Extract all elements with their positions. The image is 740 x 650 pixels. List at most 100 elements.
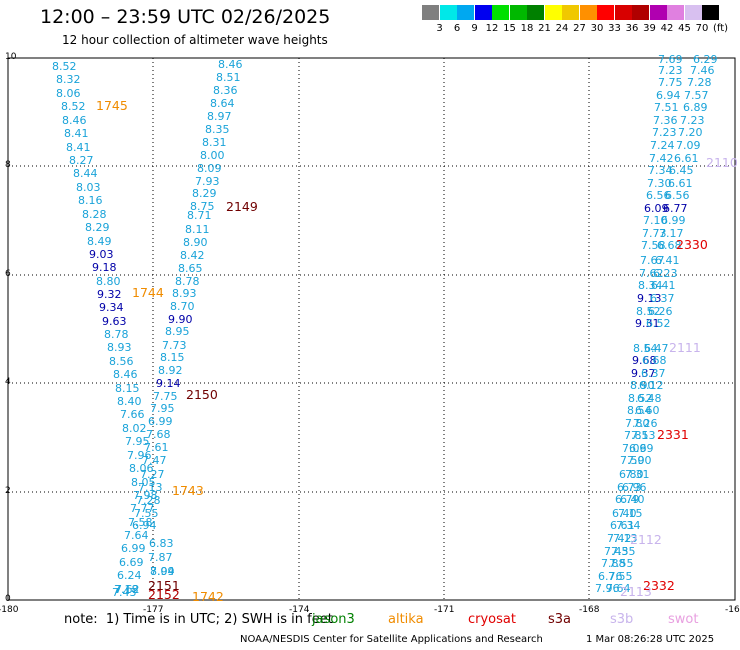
wave-height-value: 8.54 (633, 342, 658, 355)
wave-height-value: 6.41 (655, 254, 680, 267)
wave-height-value: 6.40 (620, 493, 645, 506)
wave-height-value: 7.20 (678, 126, 703, 139)
wave-height-value: 8.40 (117, 395, 142, 408)
wave-height-value: 7.61 (144, 441, 169, 454)
wave-height-value: 8.56 (109, 355, 134, 368)
wave-height-value: 8.52 (628, 392, 653, 405)
legend-swot: swot (668, 612, 699, 627)
wave-height-value: 7.06 (622, 442, 647, 455)
wave-height-value: 6.61 (610, 519, 635, 532)
y-tick-label: 0 (5, 594, 11, 604)
wave-height-value: 7.36 (653, 114, 678, 127)
wave-height-value: 7.62 (639, 267, 664, 280)
wave-height-value: 8.05 (131, 476, 156, 489)
wave-height-value: 8.70 (170, 300, 195, 313)
wave-height-value: 8.95 (165, 325, 190, 338)
x-tick-label: -171 (434, 605, 454, 615)
wave-height-value: 7.77 (130, 502, 155, 515)
wave-height-value: 7.80 (625, 417, 650, 430)
color-scale-unit: (ft) (712, 23, 729, 34)
wave-height-value: 8.46 (113, 368, 138, 381)
wave-height-value: 6.52 (646, 317, 671, 330)
wave-height-value: 7.42 (649, 152, 674, 165)
wave-height-value: 7.31 (625, 468, 650, 481)
wave-height-value: 6.12 (639, 379, 664, 392)
wave-height-value: 7.47 (142, 454, 167, 467)
wave-height-value: 8.71 (187, 209, 212, 222)
wave-height-value: 6.24 (117, 569, 142, 582)
wave-height-value: 8.11 (185, 223, 210, 236)
legend-s3a: s3a (548, 612, 572, 627)
wave-height-value: 8.54 (627, 404, 652, 417)
pass-label: 1743 (172, 483, 204, 498)
wave-height-value: 7.34 (648, 164, 673, 177)
x-tick-label: -180 (0, 605, 19, 615)
wave-height-value: 7.45 (604, 545, 629, 558)
wave-height-value: 6.76 (598, 570, 623, 583)
wave-height-value: 8.06 (56, 87, 81, 100)
wave-height-value: 6.60 (635, 404, 660, 417)
wave-height-value: 8.09 (150, 565, 175, 578)
pass-label: 1742 (192, 589, 224, 604)
pass-label: 1744 (132, 285, 164, 300)
wave-height-value: 8.09 (197, 162, 222, 175)
pass-label: 2113 (620, 584, 652, 599)
wave-height-value: 6.56 (665, 189, 690, 202)
map-subtitle: 12 hour collection of altimeter wave hei… (62, 33, 328, 47)
wave-height-value: 7.24 (650, 139, 675, 152)
wave-height-value: 9.14 (156, 377, 181, 390)
color-scale-label: 39 (643, 23, 656, 34)
color-scale-swatch (702, 5, 719, 20)
color-scale-swatch (492, 5, 509, 20)
wave-height-value: 7.96 (595, 582, 620, 595)
wave-height-value: 8.03 (76, 181, 101, 194)
wave-height-value: 6.26 (648, 305, 673, 318)
wave-height-value: 6.69 (119, 556, 144, 569)
wave-height-value: 6.37 (641, 367, 666, 380)
wave-height-value: 8.52 (636, 305, 661, 318)
color-scale-label: 24 (555, 23, 569, 34)
wave-height-value: 7.46 (690, 64, 715, 77)
wave-height-value: 6.77 (663, 202, 688, 215)
wave-height-value: 8.80 (96, 275, 121, 288)
wave-height-value: 8.41 (64, 127, 89, 140)
wave-height-value: 9.13 (637, 292, 662, 305)
wave-height-value: 7.13 (631, 429, 656, 442)
wave-height-value: 8.16 (78, 194, 103, 207)
wave-height-value: 7.23 (658, 64, 683, 77)
wave-height-value: 7.85 (624, 429, 649, 442)
plot-frame (7, 57, 736, 601)
wave-height-value: 6.96 (622, 481, 647, 494)
wave-height-value: 6.94 (656, 89, 681, 102)
wave-height-value: 8.52 (52, 60, 77, 73)
wave-height-value: 7.34 (616, 519, 641, 532)
wave-height-value: 8.29 (192, 187, 217, 200)
wave-height-value: 6.79 (615, 493, 640, 506)
wave-height-value: 7.66 (120, 408, 145, 421)
y-tick-label: 10 (5, 52, 17, 62)
wave-height-value: 6.73 (617, 481, 642, 494)
wave-height-value: 7.23 (680, 114, 705, 127)
pass-label: 2151 (148, 578, 180, 593)
wave-height-value: 6.45 (669, 164, 694, 177)
wave-height-value: 7.68 (146, 428, 171, 441)
wave-height-value: 8.52 (61, 100, 86, 113)
wave-height-value: 7.98 (133, 489, 158, 502)
wave-height-value: 6.99 (148, 415, 173, 428)
wave-height-value: 9.31 (635, 317, 660, 330)
wave-height-value: 7.09 (676, 139, 701, 152)
wave-height-value: 7.51 (654, 101, 679, 114)
wave-height-value: 7.57 (684, 89, 709, 102)
wave-height-value: 7.87 (148, 551, 173, 564)
color-scale-swatch (667, 5, 684, 20)
wave-height-value: 7.69 (658, 53, 683, 66)
legend-cryosat: cryosat (468, 612, 516, 627)
wave-height-value: 7.10 (643, 214, 668, 227)
wave-height-value: 6.68 (642, 354, 667, 367)
wave-height-value: 8.51 (216, 71, 241, 84)
wave-height-value: 8.34 (638, 279, 663, 292)
color-scale-label: 15 (503, 23, 516, 34)
wave-height-value: 6.09 (644, 202, 669, 215)
color-scale-label: 33 (608, 23, 621, 34)
